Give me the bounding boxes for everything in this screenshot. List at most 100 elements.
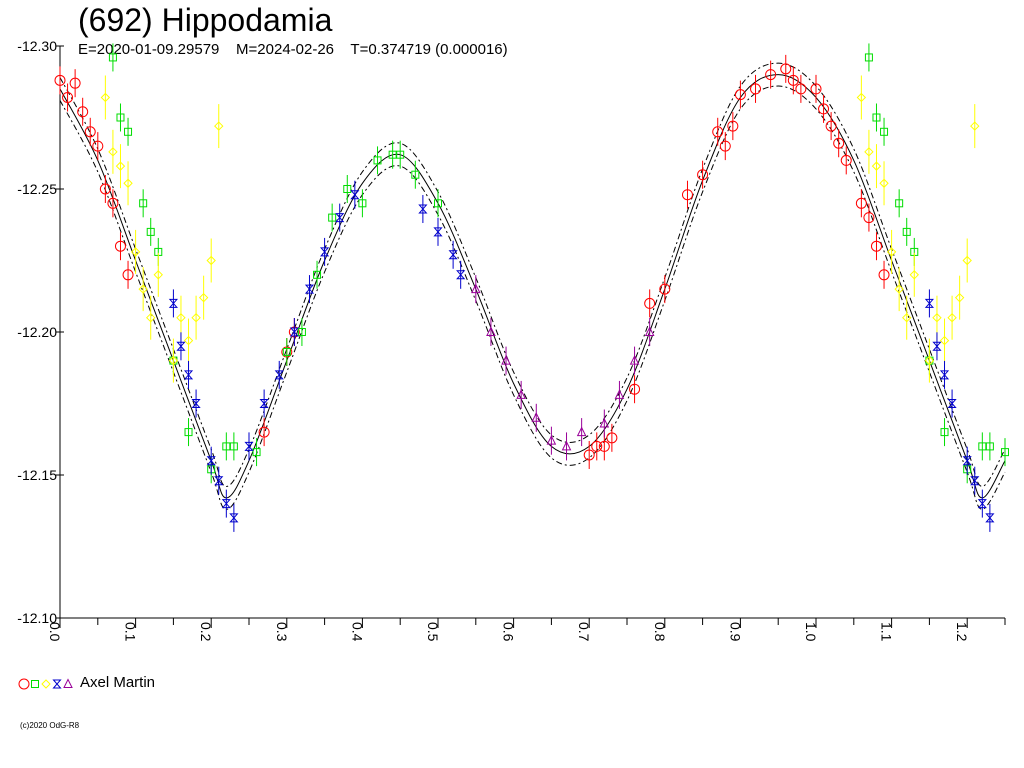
legend-marker — [31, 680, 39, 688]
data-point — [214, 121, 224, 131]
y-tick-label: -12.25 — [17, 181, 57, 197]
data-point — [69, 77, 81, 89]
data-point — [100, 92, 111, 103]
data-point — [985, 442, 994, 451]
data-point — [297, 328, 306, 336]
data-point — [191, 312, 201, 323]
data-point — [947, 312, 957, 323]
data-point — [644, 326, 655, 336]
legend-marker — [41, 679, 51, 689]
data-point — [183, 370, 194, 380]
data-point — [108, 147, 118, 157]
data-point — [598, 440, 610, 452]
data-point — [659, 283, 671, 295]
data-point — [77, 106, 89, 118]
data-point — [252, 448, 261, 457]
data-point — [259, 399, 269, 408]
data-point — [902, 227, 911, 236]
data-point — [282, 348, 291, 357]
data-point — [221, 499, 231, 509]
data-point — [176, 312, 186, 323]
data-point — [939, 335, 950, 346]
data-point — [895, 199, 904, 208]
data-point — [932, 312, 942, 323]
data-point — [62, 91, 74, 103]
data-point — [258, 426, 270, 438]
data-point — [697, 169, 709, 181]
data-point — [681, 189, 693, 201]
data-point — [92, 140, 104, 152]
data-point — [872, 113, 881, 122]
data-point — [289, 327, 299, 337]
data-point — [222, 442, 231, 451]
data-point — [433, 227, 443, 237]
data-point — [138, 284, 148, 294]
chart-axes: -12.30 -12.25 -12.20 -12.15 -12.100.0 0.1 0.2 0… — [17, 38, 1006, 642]
data-point — [644, 297, 656, 309]
credit-text: (c)2020 OdG-R8 — [20, 721, 80, 730]
x-tick-label: 0.4 — [349, 622, 365, 642]
y-tick-label: -12.30 — [17, 38, 57, 54]
data-point — [583, 449, 595, 461]
data-point — [456, 270, 466, 280]
data-point — [124, 127, 133, 136]
data-point — [396, 150, 405, 159]
data-point — [358, 199, 367, 208]
data-point — [795, 83, 807, 95]
data-point — [229, 442, 238, 451]
data-point — [825, 120, 837, 132]
data-point — [516, 389, 526, 399]
data-point — [176, 341, 186, 351]
data-point — [418, 204, 428, 214]
data-point — [486, 326, 496, 336]
data-point — [864, 53, 873, 62]
data-point — [932, 341, 942, 351]
data-point — [470, 283, 481, 294]
data-point — [599, 417, 610, 428]
data-point — [411, 170, 420, 179]
data-point — [863, 212, 875, 224]
data-point — [902, 312, 912, 323]
data-point — [629, 383, 641, 395]
data-point — [130, 247, 141, 257]
data-point — [985, 513, 995, 523]
fit-curves — [59, 62, 1006, 510]
data-point — [191, 399, 201, 408]
data-point — [924, 355, 935, 366]
data-point — [343, 185, 352, 193]
data-point — [531, 412, 542, 422]
data-point — [886, 247, 897, 257]
x-tick-label: 0.9 — [727, 622, 743, 642]
x-tick-label: 1.0 — [803, 622, 819, 642]
x-tick-label: 1.1 — [879, 622, 895, 642]
data-point — [123, 178, 133, 188]
data-point — [787, 74, 799, 86]
data-point — [833, 137, 845, 149]
data-point — [894, 284, 904, 294]
data-point — [780, 63, 792, 75]
data-point — [107, 197, 119, 209]
data-point — [856, 92, 867, 103]
data-point — [864, 147, 874, 157]
data-point — [909, 270, 919, 280]
data-point — [978, 442, 987, 451]
data-point — [115, 161, 126, 171]
data-point — [561, 440, 572, 451]
data-point — [198, 292, 209, 303]
data-point — [954, 292, 965, 303]
data-point — [501, 354, 511, 365]
data-point — [146, 312, 156, 323]
x-tick-label: 1.2 — [954, 622, 970, 642]
x-tick-label: 0.5 — [425, 622, 441, 642]
data-point — [629, 354, 640, 365]
x-tick-label: 0.2 — [198, 622, 214, 642]
legend-marker — [63, 678, 73, 688]
data-point — [1001, 448, 1009, 457]
data-points — [54, 43, 1009, 532]
data-point — [970, 476, 980, 486]
data-point — [810, 83, 822, 95]
data-point — [448, 250, 458, 260]
data-point — [614, 389, 625, 399]
data-point — [350, 190, 360, 200]
